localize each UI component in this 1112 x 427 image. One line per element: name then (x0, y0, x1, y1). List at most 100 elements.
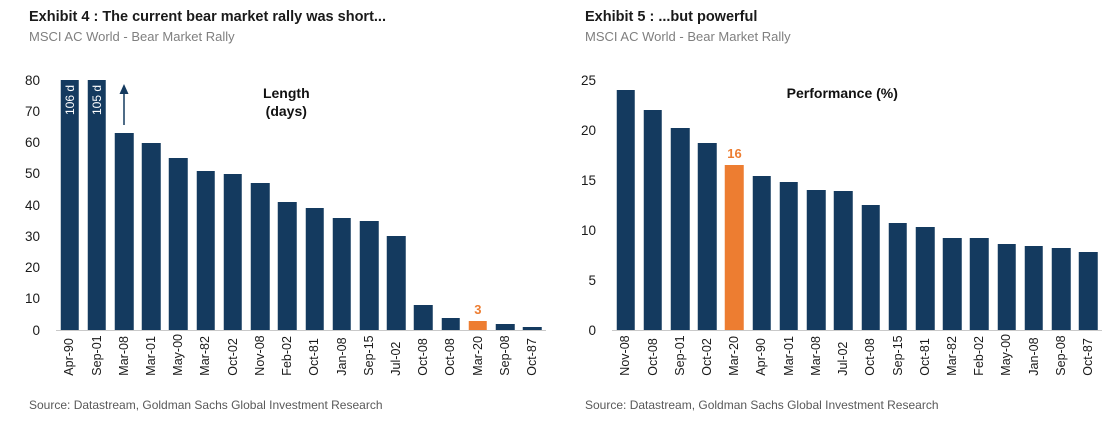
y-axis-tick-label: 5 (588, 272, 596, 288)
x-axis-label: Apr-90 (754, 338, 769, 376)
bar (779, 182, 799, 330)
x-axis-label-slot: Mar-82 (939, 334, 966, 376)
x-axis-label: Mar-20 (727, 336, 742, 376)
x-axis-labels: Apr-90 Sep-01 Mar-08 Mar-01 May-00 Mar-82 Oct-… (56, 334, 546, 376)
x-axis-label: Mar-08 (116, 336, 131, 376)
bar (942, 238, 962, 330)
bar-column (966, 80, 993, 330)
x-axis-label: Sep-15 (361, 335, 376, 376)
y-axis-tick-label: 10 (580, 222, 596, 238)
bar (861, 205, 880, 330)
bar-column (884, 80, 911, 330)
bar (142, 142, 161, 330)
bar-column (247, 80, 274, 330)
x-axis-label: Mar-82 (198, 336, 213, 376)
highlighted-bar (468, 320, 488, 330)
bars-container: 106 d 105 d 3 (56, 80, 546, 330)
highlight-value-label: 16 (727, 146, 742, 161)
bar-column (165, 80, 192, 330)
bar: 105 d (87, 80, 107, 330)
bar (616, 90, 635, 330)
bar-column (803, 80, 830, 330)
exhibit-5-subtitle: MSCI AC World - Bear Market Rally (585, 29, 791, 44)
y-axis-tick-label: 40 (24, 197, 40, 213)
bar (915, 227, 935, 330)
x-axis-label-slot: Nov-08 (247, 334, 274, 375)
y-axis-tick-label: 15 (580, 172, 596, 188)
x-axis-label-slot: Feb-02 (274, 334, 301, 376)
in-bar-value-label: 105 d (89, 85, 104, 116)
exhibit-5-panel: Exhibit 5 : ...but powerful MSCI AC Worl… (556, 0, 1112, 427)
x-axis-label: May-00 (999, 334, 1014, 376)
x-axis-label-slot: Mar-08 (110, 334, 137, 376)
bar (114, 133, 134, 330)
exhibit-5-title: Exhibit 5 : ...but powerful (585, 9, 758, 25)
x-axis-label-slot: Apr-90 (56, 334, 83, 376)
bar-column (612, 80, 639, 330)
bar-column: 3 (464, 80, 491, 330)
bar (441, 317, 460, 330)
x-axis-label-slot: Sep-01 (83, 334, 110, 375)
x-axis-label-slot: Oct-87 (1075, 334, 1102, 376)
bar-column (355, 80, 382, 330)
x-axis-label-slot: Oct-08 (437, 334, 464, 376)
bar (169, 158, 188, 330)
bar (1051, 248, 1071, 330)
x-axis-label: Oct-08 (645, 338, 660, 376)
x-axis-label: May-00 (171, 334, 186, 376)
performance-pct-bar-chart: 0 5 10 15 20 25 16 Performance (%) Nov-08 Oct-… (556, 0, 1112, 427)
chart-annotation-label: Performance (%) (787, 84, 898, 102)
y-axis-tick-label: 20 (24, 259, 40, 275)
bar (305, 208, 324, 330)
x-axis-label: Oct-87 (525, 338, 540, 376)
bar-column (138, 80, 165, 330)
bar (997, 244, 1016, 330)
exhibit-4-title: Exhibit 4 : The current bear market rall… (29, 9, 386, 25)
plot-area: 106 d 105 d 3 Length (days) (56, 80, 546, 331)
x-axis-label: Jan-08 (334, 337, 349, 376)
bar (970, 238, 989, 330)
bar (834, 191, 853, 330)
bar (1024, 246, 1044, 330)
x-axis-labels: Nov-08 Oct-08 Sep-01 Oct-02 Mar-20 Apr-90 Mar-… (612, 334, 1102, 376)
bar (523, 326, 542, 330)
x-axis-label: Mar-08 (808, 336, 823, 376)
bar (643, 110, 663, 330)
bar-column (857, 80, 884, 330)
bar: 106 d (60, 80, 79, 330)
y-axis-tick-label: 50 (24, 166, 40, 181)
bar (223, 173, 243, 330)
x-axis-label: Feb-02 (972, 336, 987, 376)
bar-column (911, 80, 938, 330)
x-axis-label-slot: Apr-90 (748, 334, 775, 376)
x-axis-label: Jul-02 (836, 341, 851, 376)
x-axis-label-slot: Feb-02 (966, 334, 993, 376)
x-axis-label-slot: Oct-02 (694, 334, 721, 376)
x-axis-label: Sep-08 (497, 335, 512, 376)
x-axis-label: Mar-82 (944, 336, 959, 376)
x-axis-label: Mar-20 (470, 336, 485, 376)
bar-column (328, 80, 355, 330)
bar (278, 201, 297, 330)
bar-column (1075, 80, 1102, 330)
source-text: Source: Datastream, Goldman Sachs Global… (585, 398, 939, 412)
x-axis-label-slot: Sep-01 (666, 334, 693, 375)
x-axis-label-slot: Jul-02 (383, 334, 410, 376)
bar (386, 236, 406, 330)
x-axis-label-slot: Oct-81 (301, 334, 328, 376)
bar-column (492, 80, 519, 330)
x-axis-label-slot: Mar-01 (775, 334, 802, 376)
x-axis-label-slot: Sep-08 (1048, 334, 1075, 375)
y-axis-tick-label: 60 (24, 134, 40, 150)
x-axis-label: Oct-08 (416, 338, 431, 376)
bar-column (775, 80, 802, 330)
y-axis-tick-label: 70 (24, 103, 40, 119)
x-axis-label: Nov-08 (618, 335, 633, 376)
x-axis-label: Mar-01 (144, 336, 159, 376)
y-axis-tick-label: 25 (580, 72, 596, 88)
annotation-line: Performance (%) (786, 85, 898, 101)
x-axis-label-slot: Mar-01 (138, 334, 165, 376)
y-axis-tick-label: 20 (580, 122, 596, 138)
x-axis-label-slot: Oct-81 (911, 334, 938, 376)
